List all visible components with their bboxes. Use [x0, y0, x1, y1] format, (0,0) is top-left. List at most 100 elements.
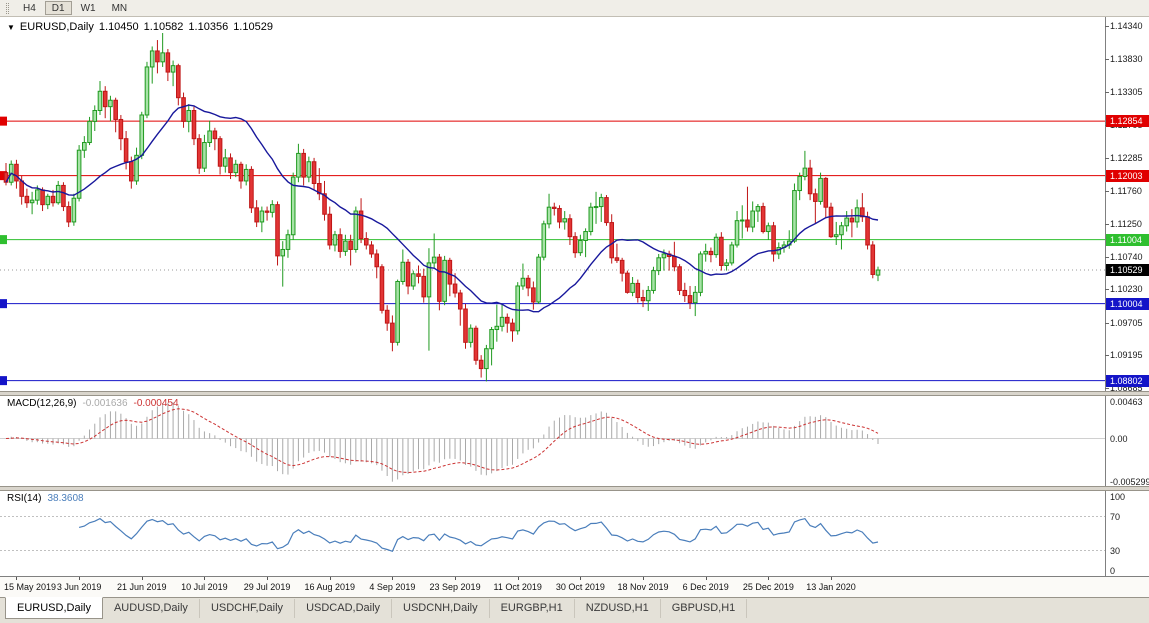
y-axis-label: 1.11760 [1110, 186, 1142, 197]
rsi-value: 38.3608 [47, 493, 84, 504]
price-level-tag: 1.12854 [1106, 115, 1149, 128]
timeframe-button-h4[interactable]: H4 [23, 3, 36, 14]
rsi-header: RSI(14) 38.3608 [7, 493, 84, 504]
time-axis-label: 3 Jun 2019 [56, 582, 102, 592]
toolbar-drag-handle[interactable] [6, 2, 9, 14]
price-axis-macd[interactable] [1105, 396, 1149, 486]
price-level-tag: 1.10004 [1106, 297, 1149, 310]
chart-symbol-label: EURUSD,Daily [19, 21, 94, 33]
time-tick [705, 577, 707, 580]
time-tick [517, 577, 519, 580]
ohlc-low: 1.10356 [188, 21, 229, 33]
timeframe-button-d1[interactable]: D1 [44, 1, 72, 15]
time-tick [392, 577, 394, 580]
y-axis-label: 1.12285 [1110, 152, 1143, 163]
time-tick [643, 577, 645, 580]
rsi-label: RSI(14) [7, 493, 42, 504]
time-tick [141, 577, 143, 580]
macd-header: MACD(12,26,9) -0.001636 -0.000454 [7, 398, 179, 409]
ohlc-open: 1.10450 [98, 21, 139, 33]
hline-left-marker [0, 376, 7, 386]
time-axis-label: 15 May 2019 [3, 582, 57, 592]
time-tick [768, 577, 770, 580]
price-level-tag: 1.08802 [1106, 374, 1149, 387]
chart-tab-gbpusd[interactable]: GBPUSD,H1 [661, 599, 748, 618]
macd-axis-label: -0.005299 [1110, 476, 1149, 487]
chart-header: ▼ EURUSD,Daily 1.10450 1.10582 1.10356 1… [7, 21, 273, 33]
hline-left-marker [0, 235, 7, 245]
macd-label: MACD(12,26,9) [7, 398, 77, 409]
chart-tab-usdcnh[interactable]: USDCNH,Daily [392, 599, 490, 618]
timeframe-buttons: H4 D1 W1 MN [16, 1, 136, 15]
time-axis-label: 13 Jan 2020 [806, 582, 856, 592]
time-axis-label: 18 Nov 2019 [617, 582, 669, 592]
time-axis-label: 23 Sep 2019 [429, 582, 481, 592]
time-tick [267, 577, 269, 580]
rsi-indicator-chart[interactable] [0, 491, 1105, 576]
time-axis-label: 10 Jul 2019 [181, 582, 228, 592]
time-axis-label: 30 Oct 2019 [555, 582, 605, 592]
chart-tab-usdchf[interactable]: USDCHF,Daily [200, 599, 296, 618]
price-level-tag: 1.11004 [1106, 233, 1149, 246]
time-axis-label: 21 Jun 2019 [116, 582, 167, 592]
y-axis-label: 1.14340 [1110, 20, 1143, 31]
rsi-line [78, 517, 879, 553]
chart-tab-bar: EURUSD,Daily AUDUSD,Daily USDCHF,Daily USDC… [0, 597, 1149, 623]
time-axis-label: 4 Sep 2019 [369, 582, 416, 592]
current-price-tag: 1.10529 [1106, 264, 1149, 277]
timeframe-toolbar: H4 D1 W1 MN [0, 0, 1149, 17]
macd-signal-line [5, 408, 879, 474]
ohlc-close: 1.10529 [233, 21, 273, 33]
chart-tab-audusd[interactable]: AUDUSD,Daily [103, 599, 200, 618]
time-axis[interactable]: 15 May 2019 3 Jun 2019 21 Jun 2019 10 Jul 2… [0, 576, 1149, 597]
time-axis-label: 29 Jul 2019 [243, 582, 291, 592]
chart-tab-nzdusd[interactable]: NZDUSD,H1 [575, 599, 661, 618]
candlestick-chart[interactable] [0, 17, 1105, 391]
macd-axis-label: 0.00463 [1110, 397, 1143, 407]
time-axis-label: 6 Dec 2019 [682, 582, 729, 592]
macd-axis-label: 0.00 [1110, 433, 1128, 444]
hline-left-marker [0, 171, 7, 181]
macd-main-value: -0.001636 [82, 398, 128, 409]
y-axis-label: 1.10230 [1110, 284, 1143, 295]
chart-dropdown-icon[interactable]: ▼ [7, 22, 15, 32]
moving-average-line [5, 104, 879, 313]
rsi-axis-label: 0 [1110, 566, 1116, 576]
macd-signal-value: -0.000454 [133, 398, 179, 409]
price-level-tag: 1.12003 [1106, 169, 1149, 182]
time-tick [831, 577, 832, 580]
y-axis-label: 1.13830 [1110, 53, 1143, 64]
y-axis-label: 1.13305 [1110, 87, 1143, 98]
y-axis-label: 1.09195 [1110, 350, 1143, 361]
chart-tab-usdcad[interactable]: USDCAD,Daily [295, 599, 393, 618]
hline-left-marker [0, 299, 7, 309]
timeframe-button-mn[interactable]: MN [111, 3, 128, 14]
timeframe-button-w1[interactable]: W1 [80, 3, 96, 14]
time-axis-label: 25 Dec 2019 [742, 582, 794, 592]
time-axis-label: 16 Aug 2019 [304, 582, 356, 592]
rsi-axis-label: 100 [1110, 492, 1126, 502]
time-tick [455, 577, 457, 580]
rsi-axis-label: 30 [1110, 545, 1121, 556]
y-axis-label: 1.08685 [1110, 383, 1143, 394]
price-axis-rsi[interactable] [1105, 491, 1149, 576]
y-axis-label: 1.10740 [1110, 251, 1143, 262]
ohlc-high: 1.10582 [143, 21, 184, 33]
panel-divider-1[interactable] [0, 391, 1149, 396]
time-tick [16, 577, 18, 580]
price-axis-main[interactable] [1105, 17, 1149, 391]
y-axis-label: 1.11250 [1110, 218, 1142, 229]
time-tick [580, 577, 582, 580]
panel-divider-2[interactable] [0, 486, 1149, 491]
chart-tab-eurusd[interactable]: EURUSD,Daily [5, 597, 103, 619]
macd-indicator-chart[interactable] [0, 396, 1105, 486]
time-tick [79, 577, 81, 580]
time-axis-label: 11 Oct 2019 [493, 582, 542, 592]
time-tick [204, 577, 206, 580]
rsi-axis-label: 70 [1110, 511, 1121, 522]
chart-tab-eurgbp[interactable]: EURGBP,H1 [490, 599, 575, 618]
hline-left-marker [0, 116, 7, 126]
y-axis-label: 1.09705 [1110, 317, 1143, 328]
time-tick [329, 577, 331, 580]
